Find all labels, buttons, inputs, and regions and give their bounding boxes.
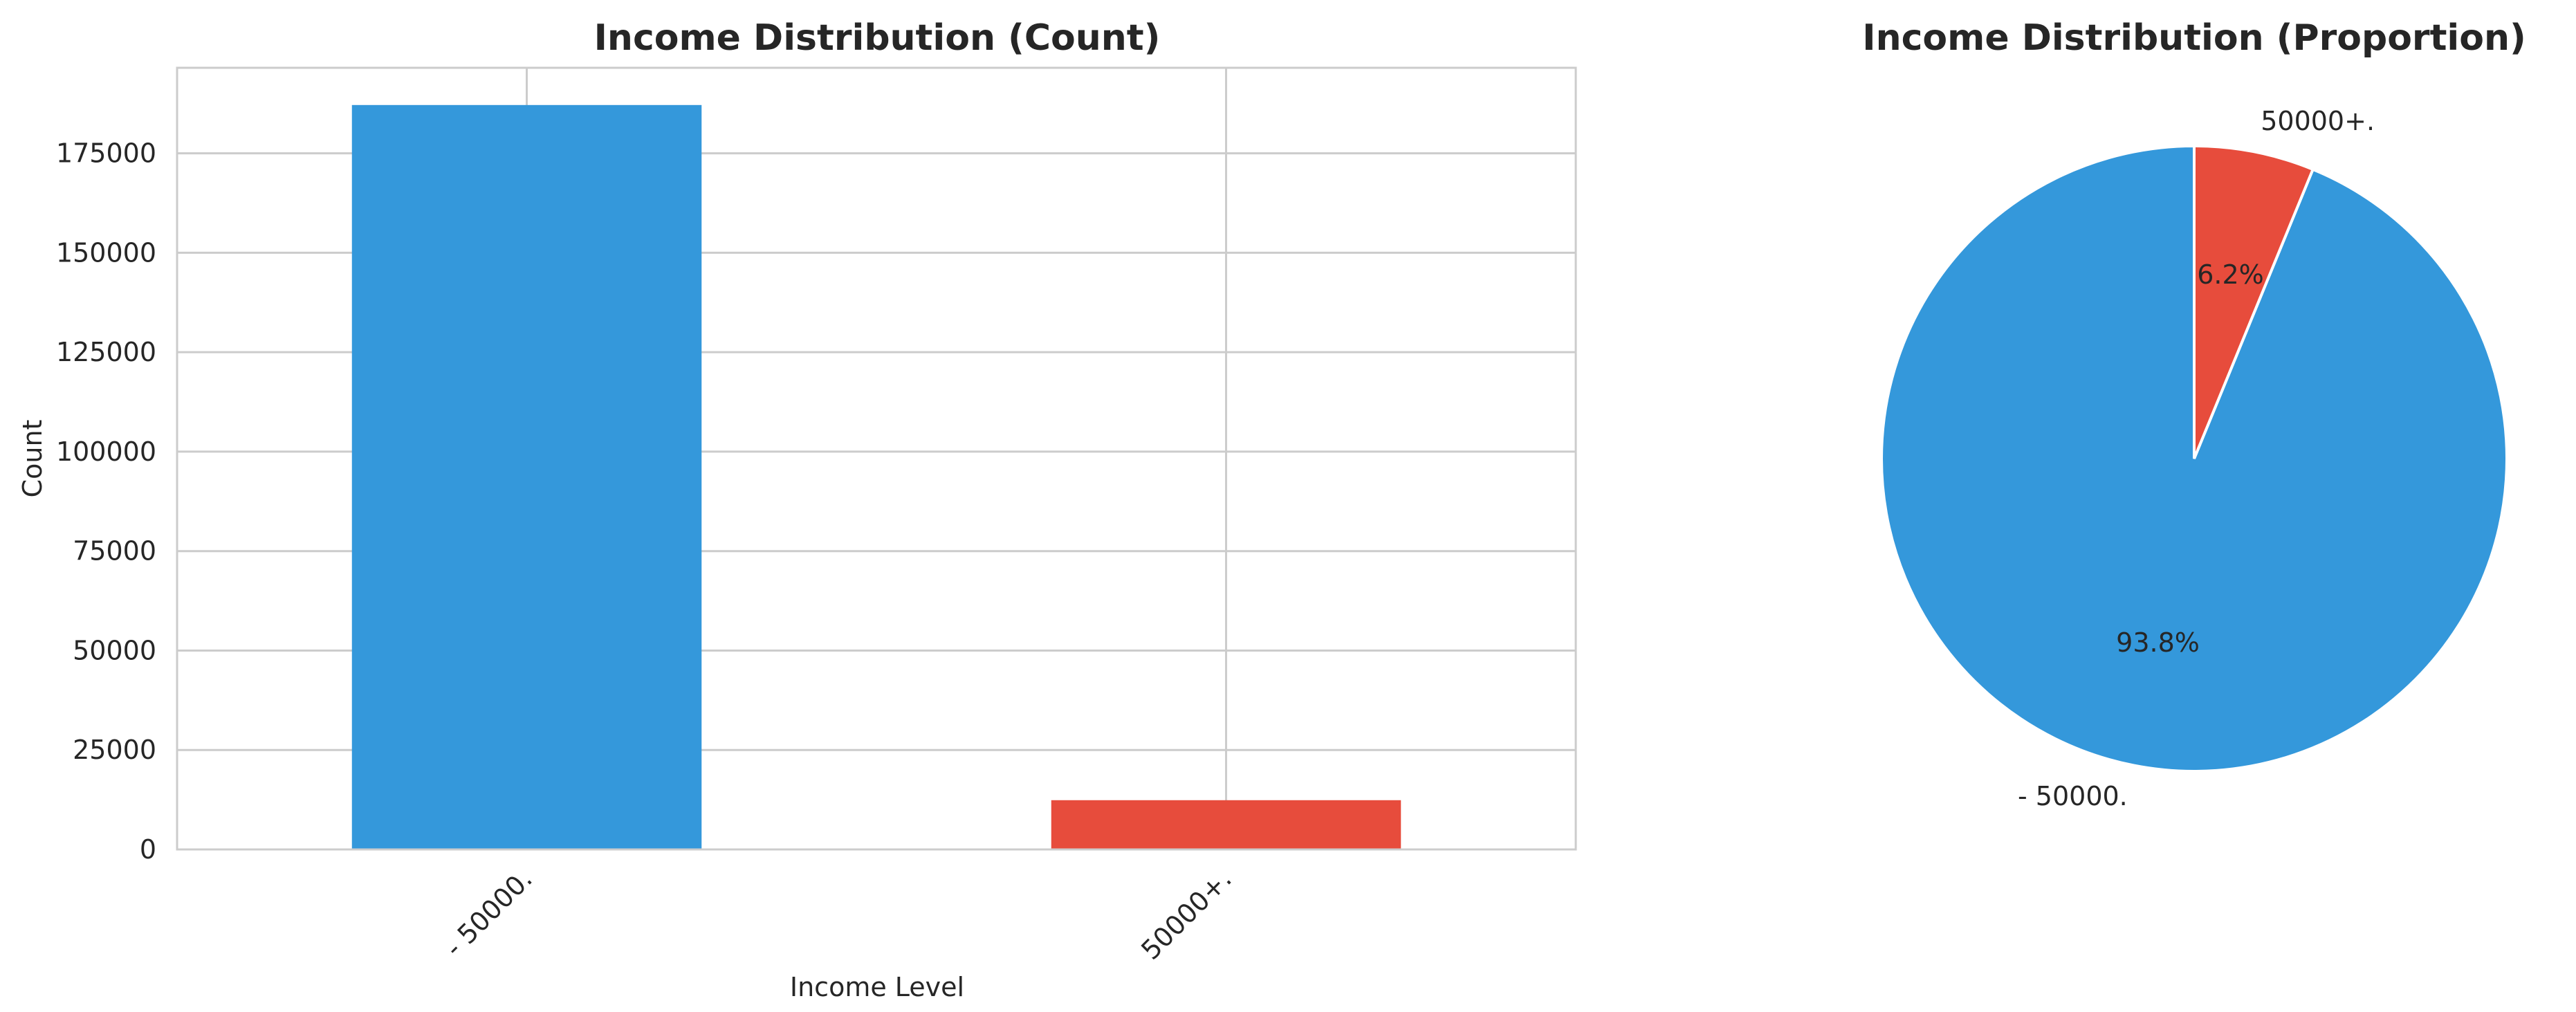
y-tick-label: 125000 xyxy=(56,337,156,367)
pie-pct-label: 6.2% xyxy=(2197,259,2264,290)
pie-pct-label: 93.8% xyxy=(2116,627,2200,658)
bar-under-50000 xyxy=(351,104,702,850)
bar-chart-bars xyxy=(351,104,1401,850)
pie-slice-label: - 50000. xyxy=(2018,781,2128,811)
y-tick-label: 0 xyxy=(140,834,156,865)
y-tick-label: 75000 xyxy=(73,536,156,567)
bar-chart: Income Distribution (Count) 0 25000 50000 7… xyxy=(17,17,1577,1002)
x-tick-label: 50000+. xyxy=(1135,863,1238,966)
y-tick-label: 100000 xyxy=(56,436,156,467)
bar-chart-title: Income Distribution (Count) xyxy=(594,17,1161,59)
y-tick-label: 150000 xyxy=(56,237,156,268)
bar-chart-y-ticks: 0 25000 50000 75000 100000 125000 150000 175000 xyxy=(56,138,156,865)
bar-over-50000 xyxy=(1051,800,1401,849)
pie-slice-over-50000 xyxy=(2193,144,2315,459)
pie-chart-labels: 93.8% - 50000. 6.2% 50000+. xyxy=(2018,106,2375,811)
y-tick-label: 25000 xyxy=(73,735,156,765)
bar-chart-xlabel: Income Level xyxy=(790,972,964,1002)
pie-chart: Income Distribution (Proportion) 93.8% - … xyxy=(1862,17,2526,811)
bar-chart-ylabel: Count xyxy=(17,420,48,498)
bar-chart-frame xyxy=(176,66,1577,851)
pie-chart-title: Income Distribution (Proportion) xyxy=(1862,17,2526,59)
bar-chart-x-ticks: - 50000. 50000+. xyxy=(439,863,1237,966)
pie-chart-slices xyxy=(1880,144,2508,773)
x-tick-label: - 50000. xyxy=(439,863,537,962)
pie-slice-label: 50000+. xyxy=(2261,106,2375,136)
y-tick-label: 50000 xyxy=(73,635,156,665)
y-tick-label: 175000 xyxy=(56,138,156,169)
